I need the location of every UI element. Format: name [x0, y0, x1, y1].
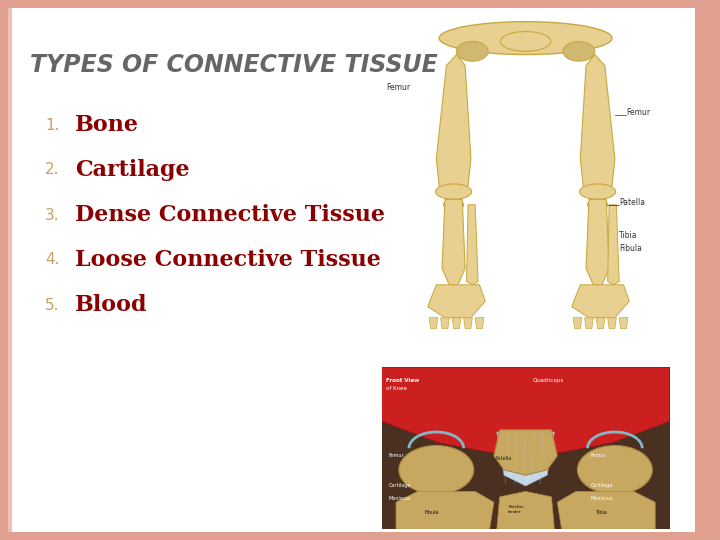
Text: of Knee: of Knee [386, 386, 407, 390]
Polygon shape [442, 199, 465, 285]
Polygon shape [619, 318, 628, 329]
Text: Quadriceps: Quadriceps [533, 378, 564, 383]
Text: Femur: Femur [626, 108, 651, 117]
Polygon shape [467, 205, 478, 285]
Polygon shape [494, 430, 557, 475]
Polygon shape [428, 285, 485, 318]
Text: Cartilage: Cartilage [389, 483, 411, 489]
Polygon shape [429, 318, 438, 329]
Ellipse shape [577, 446, 652, 494]
Text: Fibula: Fibula [425, 510, 439, 516]
Text: 1.: 1. [45, 118, 60, 132]
Ellipse shape [436, 184, 472, 199]
Text: Femur: Femur [386, 83, 410, 92]
Text: Patella: Patella [619, 198, 645, 207]
Ellipse shape [588, 199, 608, 210]
Ellipse shape [444, 199, 464, 210]
Polygon shape [557, 491, 655, 529]
Polygon shape [608, 318, 616, 329]
Text: 3.: 3. [45, 207, 60, 222]
Text: Patella: Patella [496, 456, 512, 462]
Bar [8, 8, 12, 532]
Polygon shape [596, 318, 605, 329]
Polygon shape [580, 55, 615, 190]
Text: Bone: Bone [75, 114, 139, 136]
Text: Front View: Front View [386, 378, 419, 383]
Text: Femur: Femur [590, 453, 606, 458]
Polygon shape [452, 318, 461, 329]
Text: Meniscus: Meniscus [389, 496, 411, 502]
Bar [695, 8, 712, 532]
Ellipse shape [456, 42, 488, 61]
Text: Blood: Blood [75, 294, 148, 316]
Polygon shape [608, 205, 619, 285]
Text: Cartilage: Cartilage [590, 483, 613, 489]
Ellipse shape [399, 446, 474, 494]
Ellipse shape [563, 42, 595, 61]
Ellipse shape [580, 184, 616, 199]
Text: Femur: Femur [389, 453, 405, 458]
Text: Tibia: Tibia [595, 510, 606, 516]
Polygon shape [436, 55, 471, 190]
Text: 5.: 5. [45, 298, 60, 313]
Text: Dense Connective Tissue: Dense Connective Tissue [75, 204, 385, 226]
Polygon shape [573, 318, 582, 329]
Polygon shape [382, 367, 670, 454]
Text: Patellar
tender: Patellar tender [508, 505, 524, 514]
Polygon shape [585, 318, 593, 329]
Ellipse shape [500, 31, 551, 51]
Text: Fibula: Fibula [619, 244, 642, 253]
Ellipse shape [439, 22, 612, 55]
Polygon shape [396, 491, 494, 529]
Polygon shape [441, 318, 449, 329]
Text: Loose Connective Tissue: Loose Connective Tissue [75, 249, 381, 271]
Polygon shape [475, 318, 484, 329]
Polygon shape [572, 285, 629, 318]
Text: Tibia: Tibia [619, 231, 638, 240]
Text: Meniscus: Meniscus [590, 496, 613, 502]
Text: TYPES OF CONNECTIVE TISSUE: TYPES OF CONNECTIVE TISSUE [30, 53, 438, 77]
Polygon shape [464, 318, 472, 329]
Text: Cartilage: Cartilage [75, 159, 189, 181]
Polygon shape [497, 432, 554, 486]
Polygon shape [586, 199, 609, 285]
Text: 4.: 4. [45, 253, 60, 267]
Polygon shape [497, 491, 554, 529]
Text: 2.: 2. [45, 163, 60, 178]
